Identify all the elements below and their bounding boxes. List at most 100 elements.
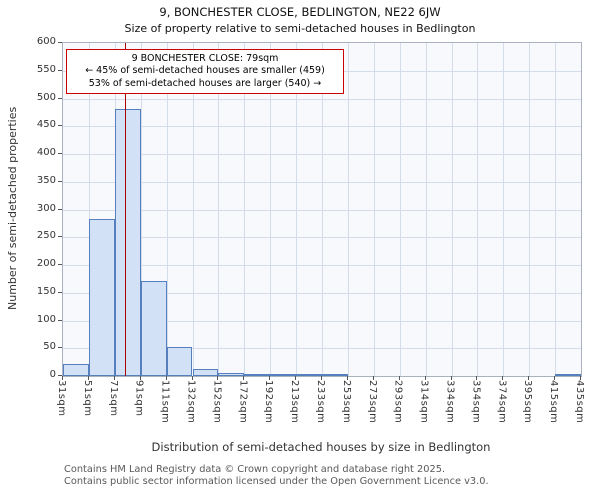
x-tick-mark — [502, 376, 504, 380]
y-tick-label: 200 — [36, 258, 56, 269]
x-tick-mark — [139, 376, 141, 380]
y-tick-mark — [58, 236, 62, 238]
x-axis-title: Distribution of semi-detached houses by … — [151, 440, 491, 454]
histogram-bar — [192, 369, 219, 376]
x-tick-mark — [165, 376, 167, 380]
y-tick-label: 600 — [36, 36, 56, 47]
y-tick-label: 50 — [43, 341, 56, 353]
gridline-vertical — [477, 43, 479, 376]
x-tick-mark — [295, 376, 297, 380]
chart-title: 9, BONCHESTER CLOSE, BEDLINGTON, NE22 6J… — [159, 5, 441, 19]
chart-subtitle: Size of property relative to semi-detach… — [124, 22, 476, 35]
y-tick-mark — [58, 69, 62, 71]
x-tick-mark — [321, 376, 322, 380]
histogram-bar — [88, 219, 115, 376]
x-tick-label: 435sqm — [574, 380, 585, 424]
x-tick-label: 132sqm — [185, 380, 197, 424]
y-tick-label: 0 — [49, 369, 56, 380]
gridline-vertical — [503, 43, 505, 376]
x-tick-label: 152sqm — [211, 380, 223, 424]
x-tick-label: 111sqm — [159, 380, 171, 424]
x-tick-mark — [450, 376, 452, 380]
x-tick-mark — [243, 376, 245, 380]
x-tick-mark — [269, 376, 271, 380]
gridline-vertical — [347, 43, 349, 376]
x-tick-mark — [113, 376, 115, 380]
y-tick-label: 400 — [36, 147, 56, 158]
x-tick-mark — [398, 376, 400, 380]
annotation-line-3: 53% of semi-detached houses are larger (… — [88, 77, 322, 89]
y-tick-mark — [58, 264, 62, 265]
x-tick-label: 71sqm — [107, 380, 119, 417]
x-tick-label: 31sqm — [56, 380, 67, 417]
gridline-vertical — [192, 43, 194, 376]
gridline-vertical — [244, 43, 246, 376]
x-tick-label: 374sqm — [496, 380, 508, 424]
gridline-vertical — [451, 43, 453, 376]
property-size-marker-line — [124, 43, 127, 376]
y-tick-mark — [58, 153, 62, 154]
y-tick-label: 150 — [36, 285, 56, 297]
annotation-line-1: 9 BONCHESTER CLOSE: 79sqm — [131, 53, 279, 64]
annotation-line-2: ← 45% of semi-detached houses are smalle… — [85, 65, 325, 77]
x-tick-label: 253sqm — [340, 380, 352, 424]
gridline-vertical — [399, 43, 401, 376]
x-tick-label: 293sqm — [392, 380, 404, 424]
x-tick-label: 314sqm — [418, 380, 430, 424]
gridline-vertical — [140, 43, 142, 376]
gridline-vertical — [555, 43, 557, 376]
x-tick-label: 91sqm — [133, 380, 145, 417]
x-tick-mark — [372, 376, 374, 380]
x-tick-mark — [191, 376, 193, 380]
y-tick-mark — [58, 347, 62, 349]
histogram-bar — [296, 374, 322, 376]
footer-attribution-line-2: Contains public sector information licen… — [64, 476, 489, 487]
x-tick-label: 233sqm — [315, 380, 326, 424]
histogram-bar — [114, 109, 141, 376]
y-tick-mark — [58, 291, 62, 293]
gridline-vertical — [373, 43, 375, 376]
x-tick-mark — [424, 376, 426, 380]
gridline-vertical — [270, 43, 272, 376]
gridline-vertical — [166, 43, 168, 376]
y-tick-mark — [58, 180, 62, 182]
histogram-bar — [63, 364, 89, 376]
gridline-vertical — [529, 43, 531, 376]
x-tick-label: 415sqm — [548, 380, 560, 424]
y-tick-label: 250 — [36, 230, 56, 242]
x-tick-mark — [580, 376, 581, 380]
x-tick-label: 51sqm — [81, 380, 93, 417]
x-tick-mark — [528, 376, 530, 380]
x-tick-mark — [346, 376, 348, 380]
footer-attribution-line-1: Contains HM Land Registry data © Crown c… — [64, 464, 446, 475]
y-tick-mark — [58, 125, 62, 127]
x-tick-label: 354sqm — [470, 380, 482, 424]
y-tick-mark — [58, 375, 62, 376]
y-tick-label: 350 — [36, 174, 56, 186]
gridline-vertical — [88, 43, 90, 376]
y-tick-mark — [58, 319, 62, 321]
histogram-bar — [244, 374, 271, 376]
histogram-bar — [166, 347, 193, 376]
y-tick-label: 500 — [36, 91, 56, 103]
x-tick-label: 395sqm — [522, 380, 534, 424]
histogram-bar — [218, 373, 245, 376]
annotation-box: 9 BONCHESTER CLOSE: 79sqm ← 45% of semi-… — [66, 49, 344, 95]
y-tick-label: 450 — [36, 119, 56, 131]
x-tick-mark — [554, 376, 556, 380]
y-tick-mark — [58, 97, 62, 99]
histogram-bar — [555, 374, 581, 376]
y-tick-label: 100 — [36, 313, 56, 325]
x-tick-label: 334sqm — [444, 380, 456, 424]
x-tick-label: 172sqm — [237, 380, 249, 424]
gridline-vertical — [218, 43, 220, 376]
y-axis-title: Number of semi-detached properties — [6, 106, 19, 311]
gridline-vertical — [425, 43, 427, 376]
gridline-vertical — [322, 43, 323, 376]
x-tick-mark — [476, 376, 478, 380]
y-tick-mark — [58, 42, 62, 43]
gridline-vertical — [296, 43, 298, 376]
x-tick-label: 273sqm — [366, 380, 378, 424]
y-tick-label: 550 — [36, 63, 56, 75]
